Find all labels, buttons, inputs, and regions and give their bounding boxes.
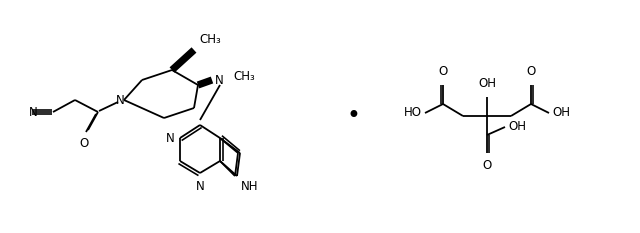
Text: N: N	[196, 180, 204, 193]
Text: •: •	[346, 104, 360, 128]
Text: NH: NH	[241, 180, 259, 193]
Text: N: N	[166, 131, 175, 144]
Text: O: O	[79, 137, 88, 150]
Text: OH: OH	[478, 77, 496, 90]
Text: N: N	[116, 93, 124, 106]
Text: OH: OH	[552, 106, 570, 120]
Text: N: N	[29, 106, 38, 119]
Text: O: O	[438, 65, 447, 78]
Text: CH₃: CH₃	[233, 69, 255, 82]
Text: CH₃: CH₃	[199, 33, 221, 46]
Text: OH: OH	[508, 120, 526, 134]
Text: HO: HO	[404, 106, 422, 120]
Text: O: O	[526, 65, 536, 78]
Text: N: N	[215, 73, 224, 86]
Text: O: O	[483, 159, 492, 172]
